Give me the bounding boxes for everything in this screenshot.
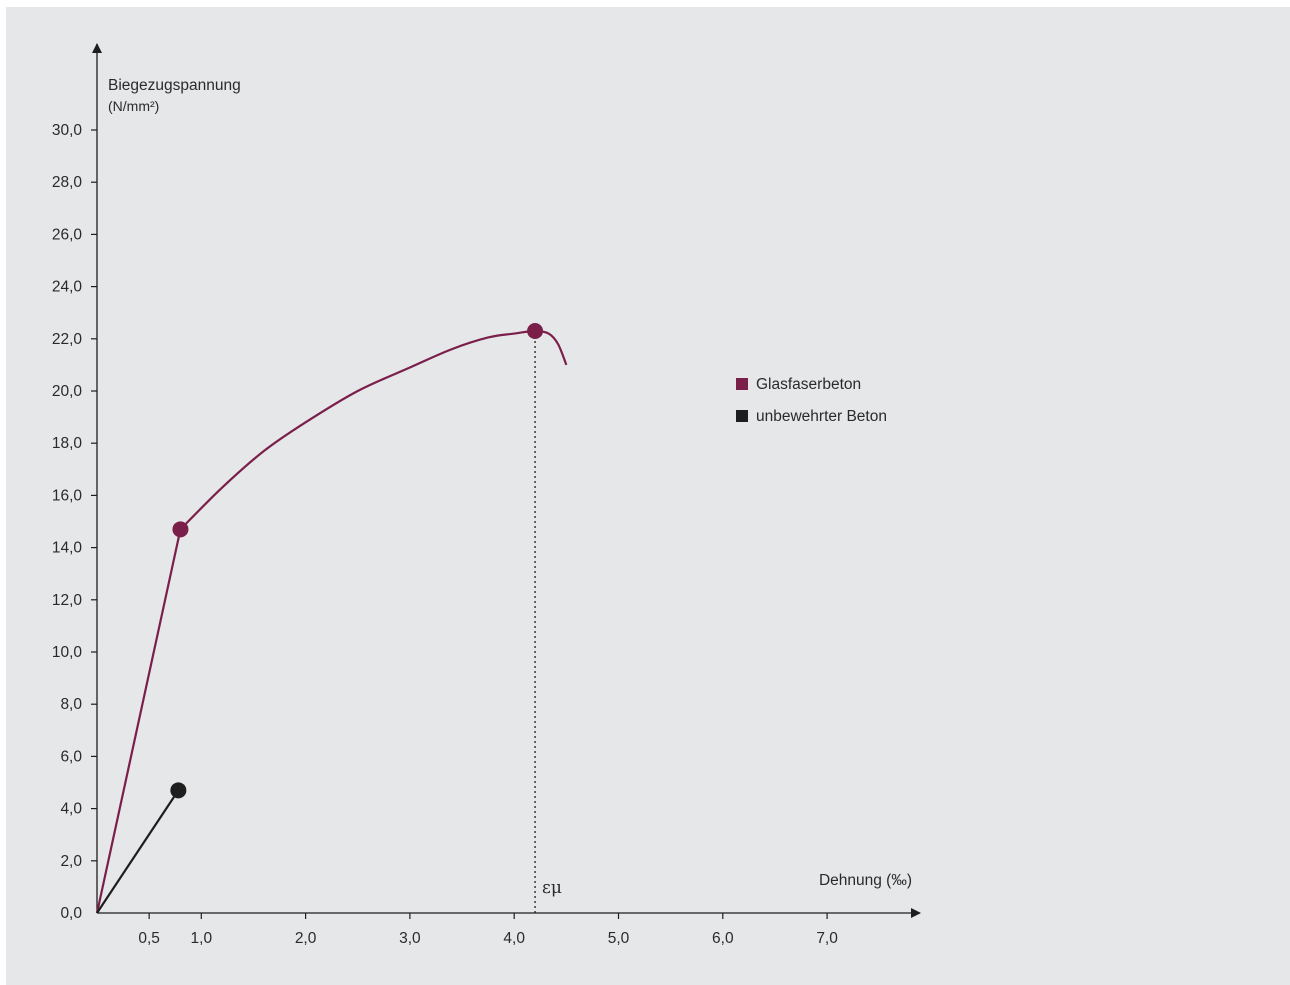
y-tick-label: 26,0: [52, 226, 83, 243]
epsilon-mu-annotation: εμ: [542, 878, 562, 898]
x-tick-label: 2,0: [295, 930, 317, 947]
data-point-glasfaserbeton: [527, 322, 544, 339]
legend-swatch-glasfaserbeton: [736, 378, 748, 390]
x-tick-label: 0,5: [138, 930, 160, 947]
y-tick-label: 30,0: [52, 122, 83, 139]
y-tick-label: 22,0: [52, 331, 83, 348]
x-tick-label: 5,0: [608, 930, 630, 947]
x-tick-label: 7,0: [816, 930, 838, 947]
legend-label-unbewehrter-beton: unbewehrter Beton: [756, 408, 887, 425]
y-tick-label: 14,0: [52, 540, 83, 557]
y-tick-label: 4,0: [60, 801, 82, 818]
x-tick-label: 6,0: [712, 930, 734, 947]
y-axis-label-line2: (N/mm²): [108, 98, 159, 114]
chart-panel: [6, 7, 1290, 985]
x-tick-label: 4,0: [503, 930, 525, 947]
y-tick-label: 12,0: [52, 592, 83, 609]
y-tick-label: 20,0: [52, 383, 83, 400]
y-tick-label: 6,0: [60, 748, 82, 765]
y-axis-label-line1: Biegezugspannung: [108, 77, 241, 94]
x-axis-label: Dehnung (‰): [819, 872, 912, 889]
y-tick-label: 10,0: [52, 644, 83, 661]
data-point-unbewehrter-beton: [170, 782, 187, 799]
y-tick-label: 16,0: [52, 487, 83, 504]
data-point-glasfaserbeton: [172, 521, 189, 538]
legend-swatch-unbewehrter-beton: [736, 410, 748, 422]
y-tick-label: 18,0: [52, 435, 83, 452]
x-tick-label: 3,0: [399, 930, 421, 947]
y-tick-label: 28,0: [52, 174, 83, 191]
series-line-glasfaserbeton: [95, 329, 568, 914]
y-tick-label: 0,0: [60, 905, 82, 922]
y-tick-label: 8,0: [60, 696, 82, 713]
y-tick-label: 2,0: [60, 853, 82, 870]
legend-label-glasfaserbeton: Glasfaserbeton: [756, 376, 861, 393]
series-line-unbewehrter-beton: [96, 789, 180, 914]
y-tick-label: 24,0: [52, 279, 83, 296]
x-tick-label: 1,0: [191, 930, 213, 947]
